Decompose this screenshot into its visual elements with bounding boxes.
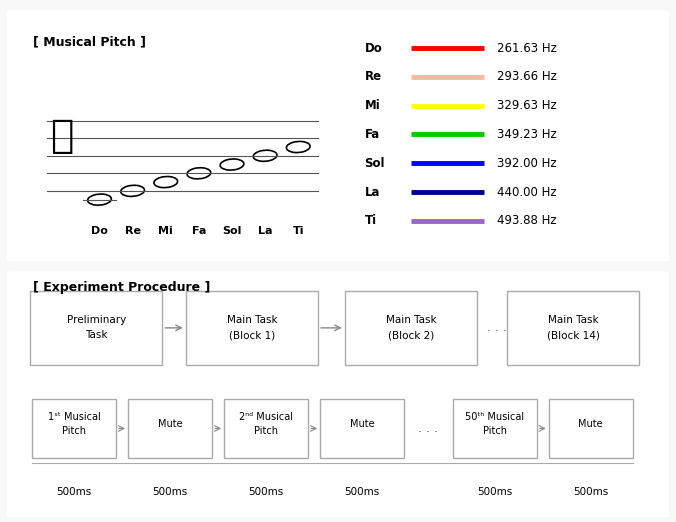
Polygon shape: [30, 365, 646, 389]
Text: Sol: Sol: [222, 226, 242, 236]
Text: Main Task
(Block 2): Main Task (Block 2): [385, 315, 436, 340]
Text: [ Experiment Procedure ]: [ Experiment Procedure ]: [33, 281, 211, 294]
Text: La: La: [364, 186, 380, 198]
Text: 500ms: 500ms: [56, 487, 92, 497]
Text: Preliminary
Task: Preliminary Task: [66, 315, 126, 340]
Text: 500ms: 500ms: [573, 487, 608, 497]
FancyBboxPatch shape: [224, 399, 308, 458]
Text: 500ms: 500ms: [249, 487, 284, 497]
Text: 500ms: 500ms: [345, 487, 380, 497]
Text: Ti: Ti: [293, 226, 304, 236]
Ellipse shape: [287, 141, 310, 152]
Ellipse shape: [220, 159, 244, 170]
Ellipse shape: [254, 150, 277, 161]
Text: Ti: Ti: [364, 215, 377, 228]
Text: Fa: Fa: [364, 128, 380, 141]
FancyBboxPatch shape: [507, 291, 639, 365]
Text: 500ms: 500ms: [152, 487, 188, 497]
Text: Do: Do: [91, 226, 108, 236]
Text: 329.63 Hz: 329.63 Hz: [497, 99, 557, 112]
FancyBboxPatch shape: [345, 291, 477, 365]
Ellipse shape: [187, 168, 211, 179]
Text: 493.88 Hz: 493.88 Hz: [497, 215, 556, 228]
Text: La: La: [258, 226, 272, 236]
Text: 𝄞: 𝄞: [50, 117, 73, 155]
Text: 392.00 Hz: 392.00 Hz: [497, 157, 556, 170]
Text: Mi: Mi: [158, 226, 173, 236]
Text: Mute: Mute: [350, 419, 375, 429]
Text: . . .: . . .: [418, 422, 439, 435]
Text: Mi: Mi: [364, 99, 380, 112]
Text: 440.00 Hz: 440.00 Hz: [497, 186, 556, 198]
Text: . . .: . . .: [487, 322, 507, 335]
Ellipse shape: [154, 176, 178, 187]
Text: Main Task
(Block 14): Main Task (Block 14): [547, 315, 600, 340]
Text: Fa: Fa: [192, 226, 206, 236]
FancyBboxPatch shape: [32, 399, 116, 458]
Text: Mute: Mute: [158, 419, 183, 429]
FancyBboxPatch shape: [0, 9, 676, 264]
FancyBboxPatch shape: [0, 270, 676, 519]
FancyBboxPatch shape: [320, 399, 404, 458]
Text: 500ms: 500ms: [477, 487, 512, 497]
Text: 50ᵗʰ Musical
Pitch: 50ᵗʰ Musical Pitch: [465, 411, 525, 435]
Text: 261.63 Hz: 261.63 Hz: [497, 42, 557, 54]
Text: 293.66 Hz: 293.66 Hz: [497, 70, 557, 84]
Text: Re: Re: [124, 226, 141, 236]
Text: 1ˢᵗ Musical
Pitch: 1ˢᵗ Musical Pitch: [47, 411, 100, 435]
FancyBboxPatch shape: [186, 291, 318, 365]
Ellipse shape: [121, 185, 145, 196]
Ellipse shape: [88, 194, 112, 205]
FancyBboxPatch shape: [549, 399, 633, 458]
Text: Re: Re: [364, 70, 382, 84]
FancyBboxPatch shape: [30, 291, 162, 365]
Text: Do: Do: [364, 42, 382, 54]
Text: Sol: Sol: [364, 157, 385, 170]
FancyBboxPatch shape: [453, 399, 537, 458]
Text: 2ⁿᵈ Musical
Pitch: 2ⁿᵈ Musical Pitch: [239, 411, 293, 435]
Text: Mute: Mute: [579, 419, 603, 429]
FancyBboxPatch shape: [128, 399, 212, 458]
Text: Main Task
(Block 1): Main Task (Block 1): [226, 315, 277, 340]
Text: 349.23 Hz: 349.23 Hz: [497, 128, 557, 141]
Text: [ Musical Pitch ]: [ Musical Pitch ]: [33, 35, 146, 49]
